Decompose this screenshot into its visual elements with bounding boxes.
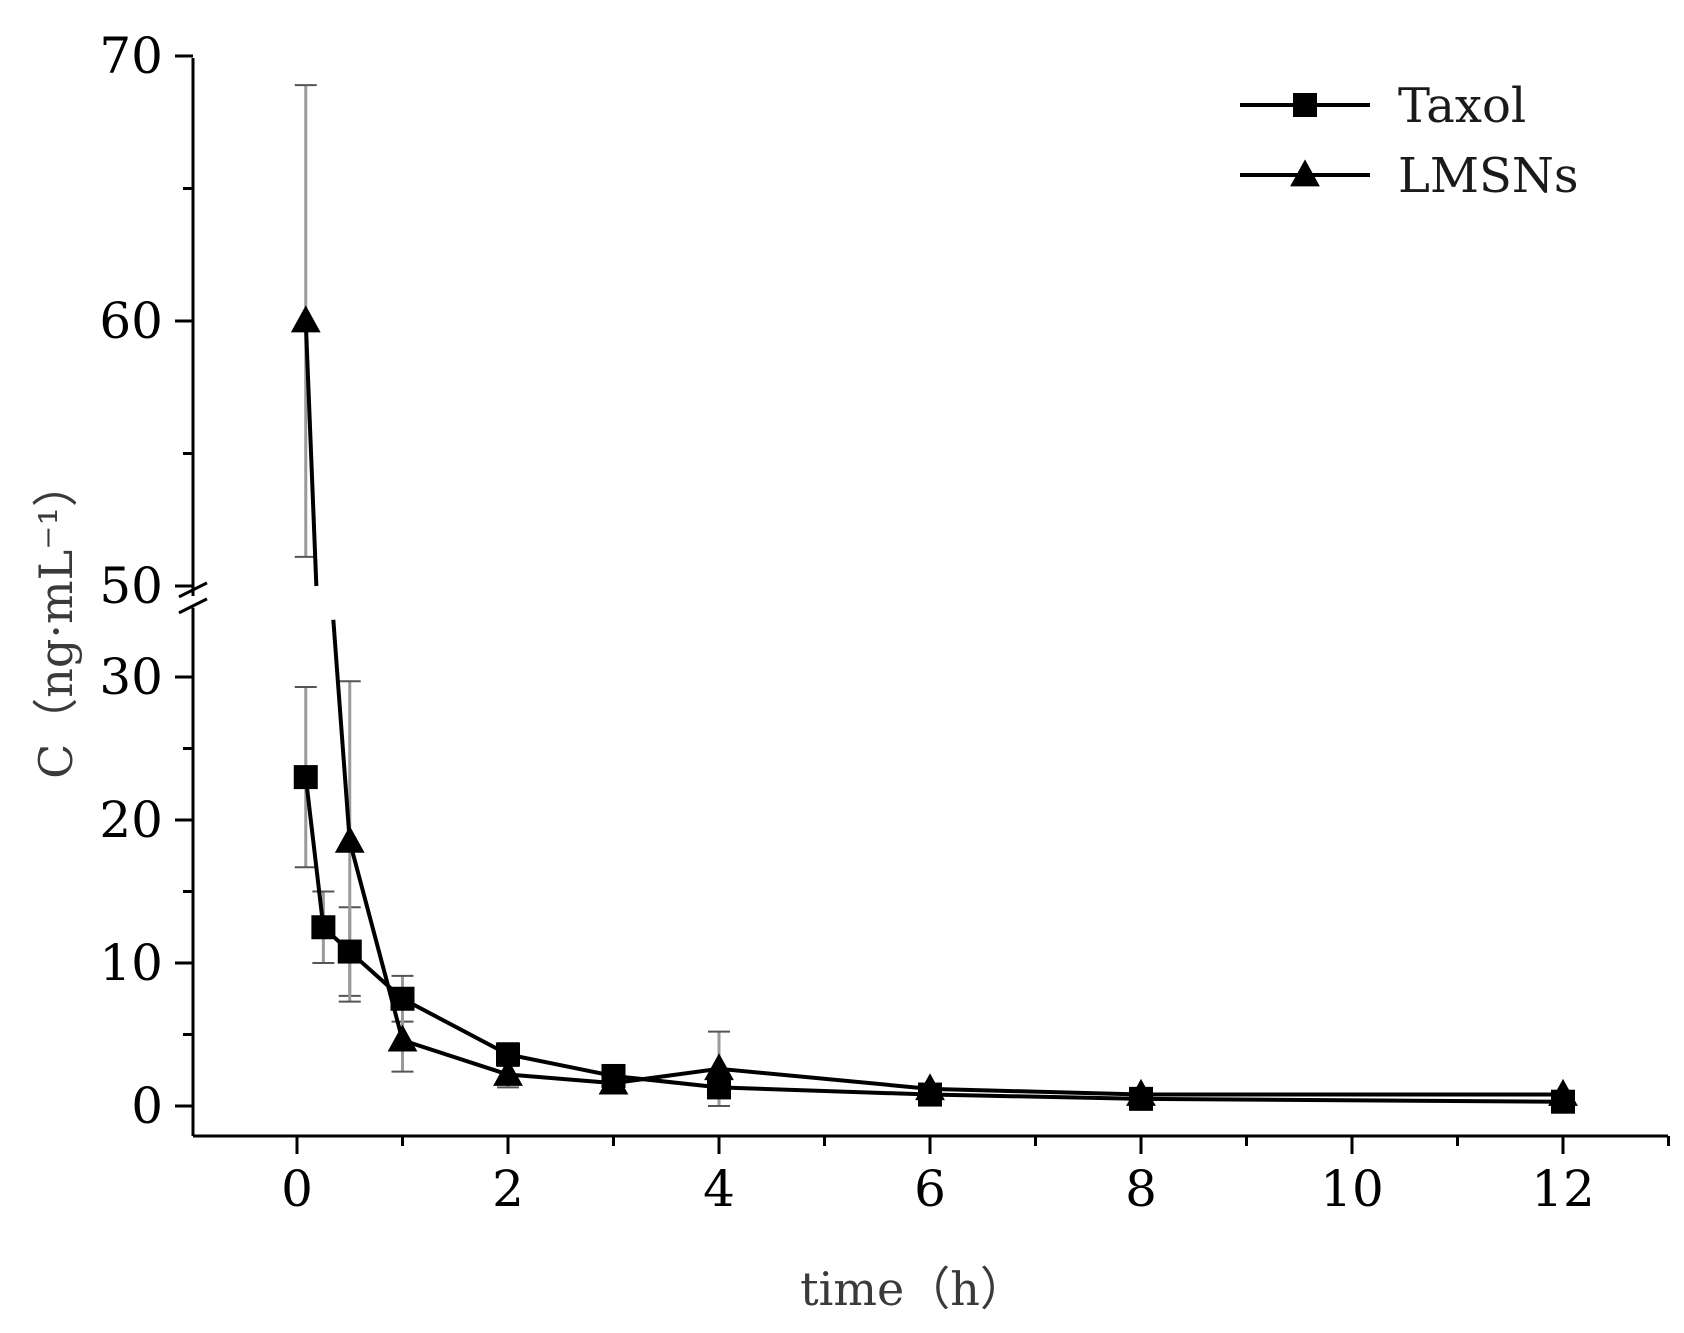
x-tick-label: 6: [914, 1160, 946, 1218]
legend-marker: [1293, 93, 1317, 117]
legend-marker: [1290, 159, 1320, 187]
data-point-lmsns: [1548, 1078, 1578, 1106]
y-tick-label: 30: [99, 648, 163, 706]
data-point-lmsns: [493, 1058, 523, 1086]
y-axis-break-mark: [178, 597, 208, 615]
axes: [175, 54, 1670, 1154]
x-tick-label: 2: [492, 1160, 524, 1218]
legend: Taxol LMSNs: [1240, 78, 1579, 204]
data-point-lmsns: [334, 825, 365, 853]
y-axis-title: C（ng·mL⁻¹）: [29, 461, 83, 779]
y-tick-label: 70: [99, 27, 163, 85]
data-point-lmsns: [387, 1024, 418, 1052]
x-tick-label: 12: [1531, 1160, 1595, 1218]
data-point-lmsns: [290, 305, 321, 333]
tick-labels: 0 2 4 6 8 10 12 0 10 20 30 50 60 70: [99, 27, 1594, 1218]
y-tick-label: 60: [99, 292, 163, 350]
data-point-lmsns: [915, 1073, 945, 1101]
data-point-lmsns: [704, 1053, 734, 1081]
y-tick-label: 0: [131, 1077, 163, 1135]
data-point-lmsns: [1126, 1078, 1156, 1106]
data-point-taxol: [311, 915, 336, 940]
y-tick-label: 10: [99, 934, 163, 992]
series-lines: [303, 320, 1564, 1104]
series-line-taxol: [303, 776, 1564, 1104]
y-axis-break-mark: [178, 581, 208, 599]
x-axis-title: time（h）: [800, 1262, 1026, 1316]
error-bars: [294, 84, 1574, 1107]
legend-label: Taxol: [1398, 78, 1526, 134]
y-tick-label: 20: [99, 791, 163, 849]
series-line-lmsns: [331, 619, 1563, 1097]
data-point-taxol: [293, 765, 318, 790]
data-point-taxol: [390, 986, 415, 1011]
x-tick-label: 0: [281, 1160, 313, 1218]
legend-label: LMSNs: [1398, 148, 1579, 204]
data-point-lmsns: [598, 1067, 629, 1095]
series-line-lmsns: [303, 320, 319, 587]
x-tick-label: 10: [1320, 1160, 1384, 1218]
series-markers: [290, 305, 1578, 1114]
data-point-taxol: [337, 939, 362, 964]
x-tick-label: 8: [1125, 1160, 1157, 1218]
y-tick-label: 50: [99, 557, 163, 615]
x-tick-label: 4: [703, 1160, 735, 1218]
